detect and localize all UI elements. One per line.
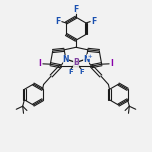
Text: N: N <box>83 55 89 64</box>
Text: F: F <box>68 69 73 75</box>
Text: I: I <box>38 59 41 68</box>
Text: F: F <box>91 17 97 26</box>
Text: F: F <box>55 17 61 26</box>
Text: F: F <box>79 69 84 75</box>
Text: I: I <box>111 59 114 68</box>
Text: N: N <box>63 55 69 64</box>
Text: B: B <box>73 58 79 67</box>
Text: +: + <box>87 54 92 59</box>
Text: F: F <box>73 5 79 14</box>
